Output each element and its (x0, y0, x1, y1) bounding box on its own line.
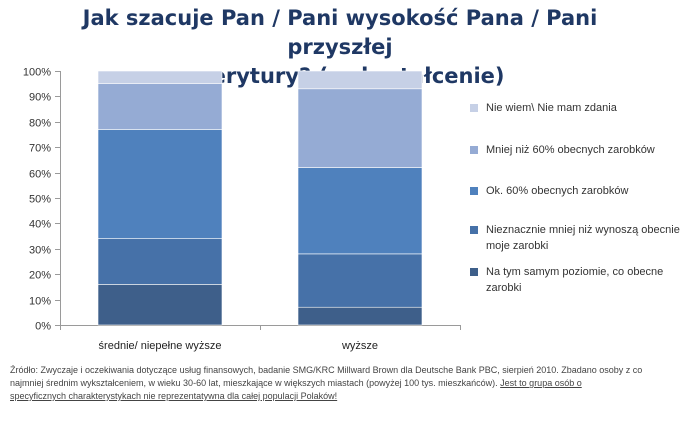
legend-label: Nie wiem\ Nie mam zdania (486, 102, 617, 114)
legend-swatch (470, 268, 478, 276)
source-line-2-text: najmniej średnim wykształceniem, w wieku… (10, 378, 501, 388)
y-tick-label: 50% (29, 194, 51, 206)
legend-item: Ok. 60% obecnych zarobków (470, 183, 692, 199)
bar-segment-2-3 (297, 167, 423, 255)
bar-segment-1-1 (97, 284, 223, 326)
bar-segment-1-5 (97, 70, 223, 84)
legend-item: Nieznacznie mniej niż wynoszą obecnie moj… (470, 222, 692, 254)
y-tick-label: 20% (29, 270, 51, 282)
bar-segment-1-3 (97, 129, 223, 239)
y-tick-label: 10% (29, 296, 51, 308)
source-note: Źródło: Zwyczaje i oczekiwania dotyczące… (10, 364, 690, 403)
chart-title-line-1: Jak szacuje Pan / Pani wysokość Pana / P… (82, 6, 598, 59)
legend-item: Nie wiem\ Nie mam zdania (470, 100, 692, 116)
axis-labels: 0% 10% 20% 30% 40% 50% 60% 70% 80% 90% 100% średnie… (23, 67, 378, 353)
y-tick-label: 30% (29, 245, 51, 257)
y-tick-label: 0% (35, 321, 51, 333)
bar-segment-2-2 (297, 253, 423, 308)
source-line-2: najmniej średnim wykształceniem, w wieku… (10, 377, 690, 390)
stacked-bar-chart: 0% 10% 20% 30% 40% 50% 60% 70% 80% 90% 100% średnie… (23, 67, 461, 353)
chart-title: Jak szacuje Pan / Pani wysokość Pana / P… (40, 4, 640, 91)
y-tick-label: 70% (29, 143, 51, 155)
x-category-label: średnie/ niepełne wyższe (99, 340, 222, 352)
x-category-label: wyższe (341, 340, 378, 352)
bar-segment-2-5 (297, 70, 423, 90)
source-line-2-warning: Jest to grupa osób o (500, 378, 582, 388)
legend-item: Na tym samym poziomie, co obecne zarobki (470, 264, 692, 296)
source-line-1: Źródło: Zwyczaje i oczekiwania dotyczące… (10, 365, 643, 375)
legend-label: Ok. 60% obecnych zarobków (486, 185, 629, 197)
y-tick-label: 60% (29, 169, 51, 181)
axes (55, 71, 461, 330)
bar-segment-1-2 (97, 238, 223, 285)
y-tick-label: 100% (23, 67, 51, 79)
legend-swatch (470, 187, 478, 195)
y-tick-label: 90% (29, 92, 51, 104)
bar-segment-1-4 (97, 83, 223, 130)
source-line-3-warning: specyficznych charakterystykach nie repr… (10, 391, 338, 401)
y-tick-label: 40% (29, 219, 51, 231)
legend-label: Na tym samym poziomie, co obecne zarobki (486, 266, 664, 294)
legend-label: Nieznacznie mniej niż wynoszą obecnie moj… (486, 224, 680, 252)
legend-item: Mniej niż 60% obecnych zarobków (470, 142, 692, 158)
legend-swatch (470, 104, 478, 112)
legend-swatch (470, 146, 478, 154)
bars (97, 70, 423, 326)
bar-segment-2-4 (297, 88, 423, 168)
y-tick-label: 80% (29, 118, 51, 130)
bar-segment-2-1 (297, 306, 423, 326)
legend-label: Mniej niż 60% obecnych zarobków (486, 144, 655, 156)
legend-swatch (470, 226, 478, 234)
